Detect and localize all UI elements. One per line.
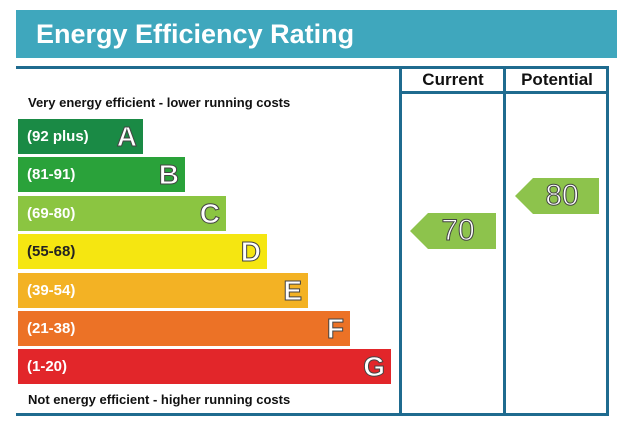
- pointer-value-potential: 80: [545, 179, 579, 213]
- pointer-current: [410, 213, 496, 249]
- header-top-line: [16, 66, 609, 69]
- band-letter: E: [283, 274, 303, 306]
- pointer-potential: [515, 178, 599, 214]
- band-range-label: (55-68): [27, 243, 76, 261]
- band-g: (1-20) G: [18, 349, 391, 385]
- top-caption: Very energy efficient - lower running co…: [28, 95, 291, 110]
- band-letter: A: [116, 121, 137, 153]
- band-range-label: (1-20): [27, 358, 68, 376]
- band-range-label: (92 plus): [27, 128, 89, 145]
- band-a: (92 plus) A: [18, 119, 143, 154]
- band-f: (21-38) F: [18, 311, 350, 346]
- band-range-label: (69-80): [27, 204, 76, 222]
- divider-right: [606, 66, 609, 416]
- band-letter: C: [199, 197, 220, 229]
- title-bar: Energy Efficiency Rating: [16, 10, 617, 58]
- band-e: (39-54) E: [18, 272, 308, 308]
- band-b: (81-91) B: [18, 157, 185, 193]
- band-range-label: (39-54): [27, 281, 76, 299]
- band-letter: G: [363, 351, 386, 383]
- pointer-shape: [515, 178, 599, 214]
- chart-title: Energy Efficiency Rating: [36, 19, 355, 49]
- band-c: (69-80) C: [18, 195, 226, 231]
- band-letter: F: [326, 313, 344, 345]
- bottom-line: [16, 413, 609, 416]
- band-letter: D: [240, 236, 261, 268]
- band-letter: B: [158, 159, 179, 191]
- current-column-header: Current: [422, 70, 484, 89]
- divider-middle: [503, 66, 506, 416]
- pointer-shape: [410, 213, 496, 249]
- band-range-label: (21-38): [27, 320, 76, 337]
- divider-left: [399, 66, 402, 416]
- bottom-caption: Not energy efficient - higher running co…: [28, 392, 291, 407]
- band-d: (55-68) D: [18, 234, 267, 270]
- pointer-value-current: 70: [441, 214, 475, 248]
- potential-column-header: Potential: [521, 70, 593, 89]
- band-range-label: (81-91): [27, 166, 76, 184]
